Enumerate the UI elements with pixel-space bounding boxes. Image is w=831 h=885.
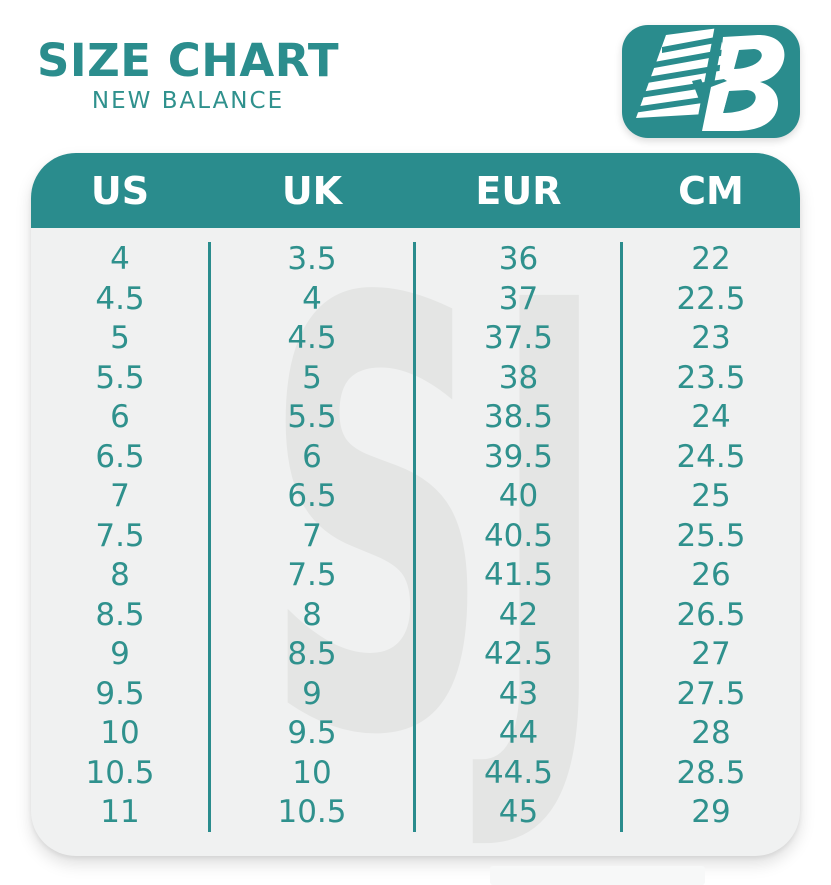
size-cell-us: 7 <box>110 478 130 515</box>
size-cell-us: 5.5 <box>95 359 145 396</box>
size-cell-uk: 9.5 <box>287 715 337 752</box>
table-row: 5.5 5 38 23.5 <box>31 359 800 399</box>
size-cell-uk: 10 <box>292 754 332 791</box>
size-cell-uk: 4 <box>302 280 322 317</box>
size-cell-cm: 29 <box>691 794 731 831</box>
size-table: US UK EUR CM SJ 4 3.5 36 22 4.5 4 37 22.5 5 4.5 37… <box>31 153 800 856</box>
size-cell-uk: 8 <box>302 596 322 633</box>
size-cell-us: 5 <box>110 320 130 357</box>
size-cell-us: 6.5 <box>95 438 145 475</box>
size-cell-eur: 37 <box>498 280 539 317</box>
size-cell-eur: 39.5 <box>483 438 553 475</box>
column-divider <box>620 242 624 832</box>
table-row: 6.5 6 39.5 24.5 <box>31 438 800 478</box>
table-row: 4.5 4 37 22.5 <box>31 280 800 320</box>
table-row: 6 5.5 38.5 24 <box>31 398 800 438</box>
size-cell-cm: 24.5 <box>676 438 746 475</box>
nb-monogram-icon <box>633 25 785 138</box>
size-cell-cm: 22 <box>691 241 731 278</box>
page-title: SIZE CHART <box>37 34 340 87</box>
size-cell-uk: 8.5 <box>287 636 337 673</box>
size-cell-us: 4 <box>110 241 130 278</box>
size-cell-eur: 40 <box>498 478 539 515</box>
size-cell-us: 6 <box>110 399 130 436</box>
size-cell-eur: 44.5 <box>483 754 553 791</box>
size-cell-uk: 7 <box>302 517 322 554</box>
table-row: 10 9.5 44 28 <box>31 714 800 754</box>
size-cell-cm: 23.5 <box>676 359 746 396</box>
size-cell-cm: 24 <box>691 399 731 436</box>
size-cell-uk: 9 <box>302 675 322 712</box>
size-cell-uk: 7.5 <box>287 557 337 594</box>
size-cell-us: 7.5 <box>95 517 145 554</box>
size-cell-us: 8.5 <box>95 596 145 633</box>
size-cell-eur: 41.5 <box>483 557 553 594</box>
watermark-text: SJ <box>263 228 608 856</box>
size-cell-cm: 22.5 <box>676 280 746 317</box>
table-row: 7.5 7 40.5 25.5 <box>31 517 800 557</box>
size-cell-cm: 28 <box>691 715 731 752</box>
size-cell-uk: 4.5 <box>287 320 337 357</box>
size-cell-eur: 44 <box>498 715 539 752</box>
table-row: 4 3.5 36 22 <box>31 240 800 280</box>
size-cell-us: 10 <box>100 715 140 752</box>
new-balance-logo <box>622 25 800 138</box>
size-cell-cm: 25 <box>691 478 731 515</box>
size-cell-eur: 40.5 <box>483 517 553 554</box>
size-cell-uk: 5 <box>302 359 322 396</box>
size-cell-uk: 3.5 <box>287 241 337 278</box>
size-table-body: SJ 4 3.5 36 22 4.5 4 37 22.5 5 4.5 37.5 23 5.5 5 38 23.… <box>31 228 800 856</box>
bottom-watermark <box>490 866 705 885</box>
size-cell-us: 9.5 <box>95 675 145 712</box>
size-cell-uk: 6 <box>302 438 322 475</box>
column-header-cm: CM <box>678 168 744 213</box>
size-cell-us: 10.5 <box>85 754 155 791</box>
column-divider <box>413 242 417 832</box>
size-cell-cm: 28.5 <box>676 754 746 791</box>
table-row: 10.5 10 44.5 28.5 <box>31 754 800 794</box>
size-table-header: US UK EUR CM <box>31 153 800 228</box>
table-row: 5 4.5 37.5 23 <box>31 319 800 359</box>
size-cell-cm: 27.5 <box>676 675 746 712</box>
size-cell-eur: 37.5 <box>483 320 553 357</box>
size-cell-cm: 25.5 <box>676 517 746 554</box>
size-cell-eur: 43 <box>498 675 539 712</box>
size-cell-us: 9 <box>110 636 130 673</box>
size-cell-eur: 38 <box>498 359 539 396</box>
column-header-uk: UK <box>281 168 343 213</box>
size-cell-cm: 26.5 <box>676 596 746 633</box>
table-row: 9 8.5 42.5 27 <box>31 635 800 675</box>
size-cell-cm: 27 <box>691 636 731 673</box>
title-block: SIZE CHART NEW BALANCE <box>37 36 339 114</box>
column-header-us: US <box>90 168 150 213</box>
size-table-rows: 4 3.5 36 22 4.5 4 37 22.5 5 4.5 37.5 23 5.5 5 38 23.5 6 5… <box>31 240 800 833</box>
sj-watermark: SJ <box>263 228 608 856</box>
size-cell-cm: 26 <box>691 557 731 594</box>
page-subtitle: NEW BALANCE <box>91 87 285 114</box>
size-cell-eur: 45 <box>498 794 539 831</box>
column-header-eur: EUR <box>475 168 562 213</box>
size-cell-uk: 5.5 <box>287 399 337 436</box>
size-cell-eur: 42 <box>498 596 539 633</box>
size-cell-cm: 23 <box>691 320 731 357</box>
size-cell-us: 11 <box>100 794 140 831</box>
size-cell-uk: 6.5 <box>287 478 337 515</box>
size-cell-uk: 10.5 <box>277 794 347 831</box>
table-row: 7 6.5 40 25 <box>31 477 800 517</box>
table-row: 8.5 8 42 26.5 <box>31 596 800 636</box>
column-divider <box>207 242 211 832</box>
table-row: 11 10.5 45 29 <box>31 793 800 833</box>
size-cell-eur: 42.5 <box>483 636 553 673</box>
size-cell-eur: 36 <box>498 241 539 278</box>
table-row: 9.5 9 43 27.5 <box>31 675 800 715</box>
size-cell-us: 4.5 <box>95 280 145 317</box>
size-cell-us: 8 <box>110 557 130 594</box>
table-row: 8 7.5 41.5 26 <box>31 556 800 596</box>
size-cell-eur: 38.5 <box>483 399 553 436</box>
